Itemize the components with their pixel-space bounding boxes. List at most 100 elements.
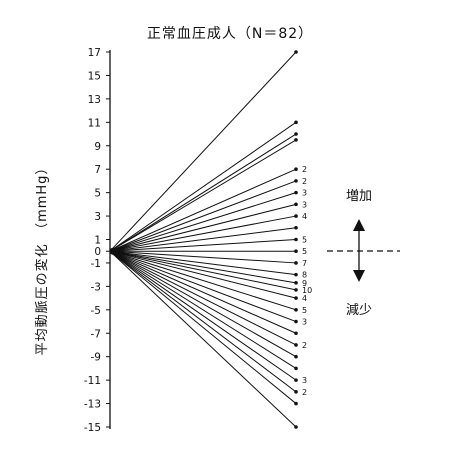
endpoint-marker xyxy=(294,308,298,312)
series-line xyxy=(109,239,297,252)
y-tick-label: 3 xyxy=(94,211,101,223)
series-line xyxy=(109,250,297,276)
endpoint-marker xyxy=(294,132,298,136)
series-line xyxy=(109,203,297,252)
endpoint-marker xyxy=(294,401,298,406)
arrow-up-icon xyxy=(353,219,365,231)
y-tick-label: -1 xyxy=(91,258,101,270)
endpoint-marker xyxy=(294,288,298,292)
origin-marker xyxy=(109,247,117,255)
endpoint-marker xyxy=(294,343,298,347)
y-tick-label: -11 xyxy=(84,375,101,387)
endpoint-marker xyxy=(294,120,298,125)
count-label: 3 xyxy=(302,318,307,327)
endpoint-marker xyxy=(294,138,298,142)
series-line xyxy=(109,250,297,299)
count-label: 3 xyxy=(302,376,307,385)
series-line xyxy=(109,250,297,428)
endpoint-marker xyxy=(294,319,298,324)
y-tick-label: -9 xyxy=(91,352,101,364)
series-line xyxy=(109,250,297,358)
y-tick-label: -3 xyxy=(91,281,101,293)
endpoint-marker xyxy=(294,237,298,242)
series-line xyxy=(109,139,297,252)
series-line xyxy=(109,250,297,404)
y-tick-label: -15 xyxy=(84,422,101,434)
endpoint-marker xyxy=(294,167,298,171)
y-tick-label: 9 xyxy=(94,141,101,153)
series-line xyxy=(109,192,297,252)
change-legend: 増加 減少 xyxy=(327,189,400,318)
y-tick-label: 11 xyxy=(88,117,101,129)
endpoint-marker xyxy=(294,261,298,265)
y-tick-label: -5 xyxy=(91,305,101,317)
y-tick-label: 15 xyxy=(88,70,101,82)
series-line xyxy=(109,250,297,264)
endpoint-marker xyxy=(294,331,298,336)
series-line xyxy=(109,250,297,311)
count-label: 5 xyxy=(302,306,307,315)
y-tick-label: -13 xyxy=(84,399,101,411)
count-label: 7 xyxy=(302,259,307,268)
increase-label: 増加 xyxy=(346,189,372,204)
series-line xyxy=(109,250,297,393)
series-line xyxy=(109,180,297,252)
series-line xyxy=(109,250,297,369)
series-line xyxy=(109,168,297,252)
count-label: 4 xyxy=(302,212,307,221)
y-tick-label: 1 xyxy=(94,235,101,247)
endpoint-marker xyxy=(294,50,298,54)
count-label: 2 xyxy=(302,388,307,397)
count-label: 5 xyxy=(302,236,307,245)
data-lines xyxy=(109,50,298,429)
endpoint-marker xyxy=(294,214,298,218)
endpoint-marker xyxy=(294,378,298,382)
count-label: 9 xyxy=(302,279,307,288)
endpoint-marker xyxy=(294,225,298,230)
y-tick-label: 0 xyxy=(94,246,101,258)
series-line xyxy=(109,215,297,252)
endpoint-marker xyxy=(294,281,298,285)
decrease-label: 減少 xyxy=(346,302,372,318)
y-tick-label: 13 xyxy=(88,94,101,106)
endpoint-marker xyxy=(294,425,298,429)
series-line xyxy=(109,250,297,284)
series-line xyxy=(109,250,297,322)
y-axis-ticks: 17 15 13 11 9 7 5 3 10-1 -3 -5 -7 -9 -11 -13 -15 xyxy=(84,47,110,434)
series-line xyxy=(109,250,297,346)
count-label: 2 xyxy=(302,341,307,350)
count-label: 8 xyxy=(302,271,307,280)
series-line xyxy=(109,227,297,252)
endpoint-marker xyxy=(294,179,298,183)
endpoint-marker xyxy=(294,190,298,195)
endpoint-marker xyxy=(294,272,298,277)
arrow-down-icon xyxy=(353,270,365,282)
endpoint-marker xyxy=(294,366,298,371)
y-tick-label: -7 xyxy=(91,328,101,340)
series-line xyxy=(109,133,297,252)
endpoint-marker xyxy=(294,390,298,394)
y-tick-label: 7 xyxy=(94,164,101,176)
count-label: 4 xyxy=(302,294,307,303)
series-line xyxy=(109,250,297,334)
count-label: 10 xyxy=(302,286,312,295)
y-tick-label: 17 xyxy=(88,47,101,59)
endpoint-marker xyxy=(294,249,298,254)
series-line xyxy=(109,121,297,252)
series-line xyxy=(109,250,297,381)
y-tick-label: 5 xyxy=(94,188,101,200)
endpoint-marker xyxy=(294,354,298,359)
y-axis-label: 平均動脈圧の変化 （mmHg） xyxy=(34,161,50,356)
count-label: 2 xyxy=(302,165,307,174)
count-label: 2 xyxy=(302,177,307,186)
count-label: 3 xyxy=(302,200,307,209)
series-line xyxy=(109,250,297,291)
chart-title: 正常血圧成人（N＝82） xyxy=(147,26,313,42)
count-label: 5 xyxy=(302,247,307,256)
count-label: 3 xyxy=(302,189,307,198)
series-line xyxy=(109,51,297,252)
endpoint-marker xyxy=(294,296,298,300)
endpoint-marker xyxy=(294,202,298,207)
